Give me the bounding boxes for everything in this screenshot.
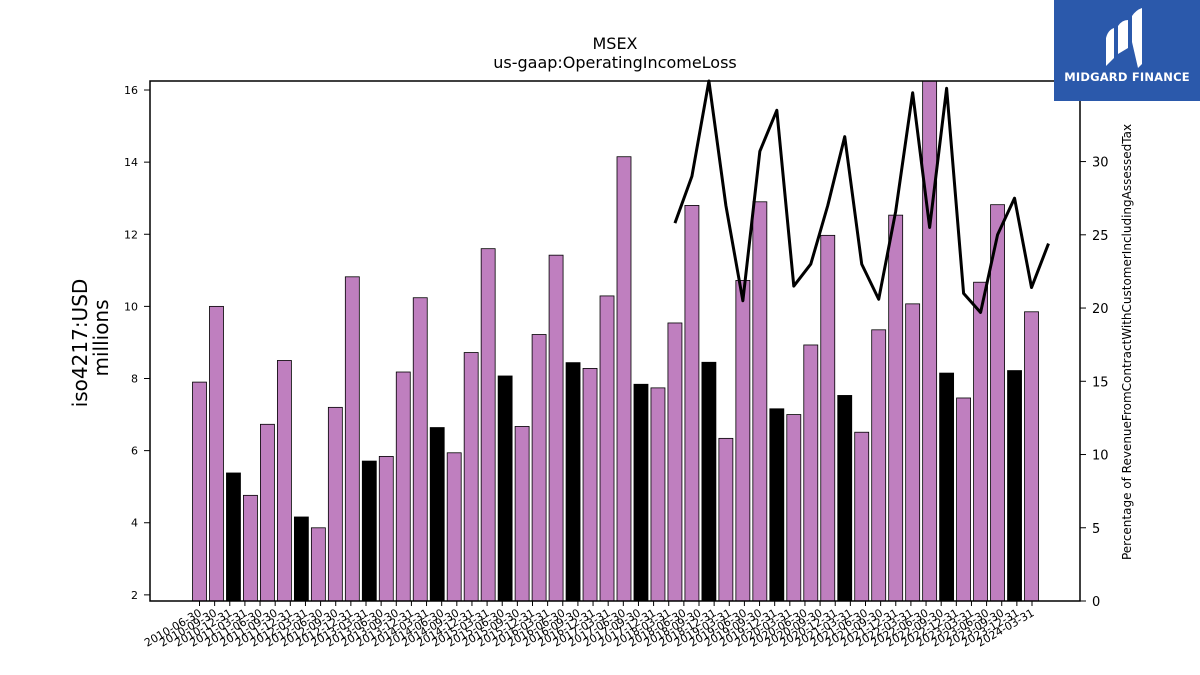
y-tick-label: 14 [124,156,138,169]
bar [344,276,360,602]
bar [429,427,445,602]
bar [209,305,224,602]
bar [192,381,207,602]
y-tick-label: 16 [124,84,138,97]
y-tick-label: 12 [124,228,138,241]
bar [226,472,241,602]
bar [837,395,853,602]
bar [769,408,785,602]
y2-tick-label: 0 [1092,595,1100,610]
y-axis-ticks: 2 4 6 8 10 12 14 16 [124,84,150,602]
bar [243,494,258,602]
bar [412,297,428,602]
y-tick-label: 4 [131,517,138,530]
bar [888,214,904,602]
bar [327,406,343,602]
bar [616,156,632,602]
x-axis-ticks: 2010-06-302010-09-302010-12-312011-03-31… [142,601,1037,650]
plot-frame [149,80,1081,602]
bar [701,361,717,602]
y-tick-label: 8 [131,373,138,386]
y-axis-label: iso4217:USD [68,279,92,408]
bar [395,371,411,602]
bar [633,383,649,602]
logo-mark-icon [1106,8,1142,68]
bar [939,372,955,602]
bar [293,516,309,602]
bar [718,437,734,602]
bar [514,426,530,602]
bar [803,344,819,602]
y2-tick-label: 25 [1092,229,1109,244]
chart-title: MSEX [592,34,637,53]
y-axis-label-units: millions [89,299,113,376]
series-line [673,79,1050,314]
bar [463,352,479,602]
bar [684,205,700,602]
bar [956,397,971,602]
y2-tick-label: 10 [1092,449,1109,464]
bar [786,414,802,602]
bar [752,201,768,602]
bar [531,334,547,602]
bar [260,423,275,602]
y2-tick-label: 20 [1092,302,1109,317]
bar [973,281,988,602]
line-layer [673,79,1050,314]
bar [548,254,564,602]
bar [446,452,462,602]
bar [820,234,836,602]
bar [667,322,683,602]
bar [905,303,921,602]
logo-text: MIDGARD FINANCE [1064,70,1190,84]
bar [276,360,292,602]
chart-subtitle: us-gaap:OperatingIncomeLoss [493,53,737,72]
y2-tick-label: 30 [1092,156,1109,171]
bar [1007,370,1022,602]
y-tick-label: 2 [131,589,138,602]
bar [1024,311,1039,602]
y2-axis-label: Percentage of RevenueFromContractWithCus… [1120,124,1134,560]
y2-tick-label: 15 [1092,375,1109,390]
y2-tick-label: 5 [1092,522,1100,537]
bar [922,80,938,602]
bar [650,387,666,602]
bar [310,527,326,602]
y-tick-label: 10 [124,300,138,313]
bar [854,431,870,602]
bar [497,375,513,602]
y-tick-label: 6 [131,445,138,458]
logo: MIDGARD FINANCE [1054,0,1200,101]
bar [565,362,581,602]
bar [871,329,887,602]
bar [599,295,615,602]
y2-axis-ticks: 05101520253035 [1080,82,1109,610]
bar [582,368,598,602]
bar [361,460,377,602]
bar [480,248,496,602]
bar [378,455,394,602]
bars-group [192,80,1039,602]
bar [735,280,751,602]
